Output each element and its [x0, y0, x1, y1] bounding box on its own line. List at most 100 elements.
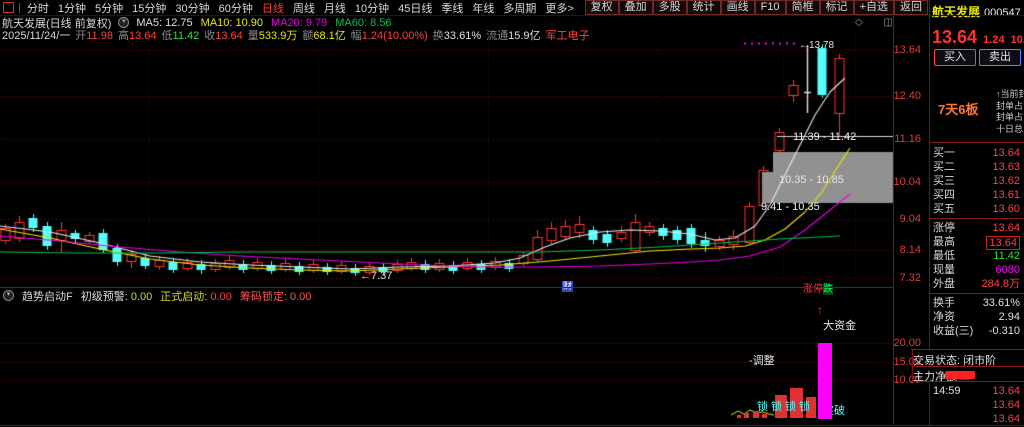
bid-label: 买三	[933, 175, 955, 187]
price-block: 13.64 1.24 10.	[932, 27, 1024, 48]
indicator-annotation: 锁	[757, 401, 768, 413]
stat-value: 6080	[995, 264, 1020, 276]
panel-divider	[911, 366, 1024, 367]
param-value: 0.00	[130, 290, 153, 303]
stat-row-收益(三): 收益(三) -0.310	[930, 324, 1024, 338]
trade-price: 13.64	[992, 399, 1020, 411]
stat-label: 净资	[933, 311, 955, 323]
last-price: 13.64	[932, 27, 978, 47]
stat-label: 外盘	[933, 278, 955, 290]
trade-price: 13.64	[992, 385, 1020, 397]
indicator-collapse-icon[interactable]: ▾	[3, 290, 14, 301]
stat-value: 2.94	[998, 311, 1020, 323]
stat-row-最低: 最低 11.42	[930, 249, 1024, 263]
buy-button[interactable]: 买入	[934, 49, 976, 66]
stat-label: 现量	[933, 264, 955, 276]
bid-label: 买四	[933, 189, 955, 201]
stat-value: 33.61%	[982, 297, 1020, 309]
indicator-bar	[818, 343, 832, 419]
bid-row[interactable]: 买一 13.64	[930, 146, 1024, 160]
bid-price: 13.63	[992, 161, 1020, 173]
param-label: 正式启动:	[160, 290, 211, 303]
price-axis-label: 7.32	[899, 272, 921, 284]
stat-row-最高: 最高 13.64	[930, 235, 1024, 250]
limit-event-char: 跌	[823, 284, 833, 295]
stat-label: 涨停	[933, 222, 955, 234]
panel-divider	[930, 218, 1024, 219]
bid-label: 买一	[933, 147, 955, 159]
trade-row: 14:59 13.64	[930, 384, 1024, 398]
indicator-bar	[753, 411, 759, 418]
bottom-border	[0, 425, 1024, 426]
bid-row[interactable]: 买四 13.61	[930, 188, 1024, 202]
indicator-header: ▾ 趋势启动F 初级预警: 0.00 正式启动: 0.00 筹码锁定: 0.00	[3, 288, 320, 304]
indicator-param: 筹码锁定: 0.00	[240, 291, 312, 303]
chart-annotation: 11.39 - 11.42	[793, 131, 857, 143]
menu-divider	[0, 15, 1024, 16]
indicator-bar	[762, 414, 767, 418]
limit-event-char: 涨	[803, 284, 813, 295]
bid-row[interactable]: 买三 13.62	[930, 174, 1024, 188]
price-change: 1.24	[983, 34, 1005, 46]
financial-report-badge[interactable]: 财	[562, 281, 574, 292]
trade-price: 13.64	[992, 413, 1020, 425]
price-change-pct: 10.	[1010, 34, 1024, 46]
seal-info-line: 十日总	[996, 123, 1024, 134]
indicator-annotation: -调整	[749, 355, 775, 367]
bid-price: 13.64	[992, 147, 1020, 159]
indicator-bar	[775, 395, 787, 418]
indicator-annotation: 锁	[785, 401, 796, 413]
param-value: 0.00	[210, 290, 232, 303]
indicator-bar	[790, 388, 803, 418]
stat-label: 最低	[933, 250, 955, 262]
indicator-axis-label: 20.00	[893, 337, 921, 349]
seal-info-line: 封单占	[996, 100, 1024, 111]
bid-price: 13.62	[992, 175, 1020, 187]
stat-row-外盘: 外盘 284.8万	[930, 277, 1024, 291]
indicator-bar	[744, 413, 749, 418]
sell-button[interactable]: 卖出	[979, 49, 1021, 66]
stat-row-现量: 现量 6080	[930, 263, 1024, 277]
bid-row[interactable]: 买五 13.60	[930, 202, 1024, 216]
stat-label: 最高	[933, 236, 955, 248]
flow-bar	[945, 371, 975, 379]
indicator-axis-label: 15.00	[893, 356, 921, 368]
stat-row-净资: 净资 2.94	[930, 310, 1024, 324]
indicator-annotation: 锁	[771, 401, 782, 413]
bid-price: 13.60	[992, 203, 1020, 215]
param-value: 0.00	[289, 290, 312, 303]
indicator-annotation: 锁	[799, 401, 810, 413]
price-axis-label: 13.64	[893, 44, 921, 56]
price-axis-label: 11.16	[894, 133, 921, 145]
stat-value: 13.64	[986, 236, 1020, 250]
stat-row-换手: 换手 33.61%	[930, 296, 1024, 310]
indicator-top-border	[0, 287, 893, 288]
stock-name: 航天发展 000547	[932, 5, 1021, 19]
panel-divider	[911, 349, 1024, 350]
indicator-params: 初级预警: 0.00 正式启动: 0.00 筹码锁定: 0.00	[81, 288, 320, 304]
stat-label: 换手	[933, 297, 955, 309]
stock-code: 000547	[984, 7, 1021, 19]
limit-event-marker[interactable]: 涨停跌	[803, 280, 833, 295]
chart-annotation: ←13.78	[799, 40, 835, 51]
trade-time: 14:59	[933, 385, 961, 397]
indicator-name[interactable]: 趋势启动F	[22, 290, 73, 303]
stat-value: 284.8万	[981, 278, 1020, 290]
seal-info-line: 封单占	[996, 112, 1024, 122]
bid-label: 买五	[933, 203, 955, 215]
bid-row[interactable]: 买二 13.63	[930, 160, 1024, 174]
indicator-param: 正式启动: 0.00	[160, 291, 232, 303]
panel-left-border-lower	[929, 381, 930, 425]
indicator-bar	[806, 397, 816, 418]
signal-arrow-icon: ↑	[817, 303, 823, 317]
chart-corner-icons[interactable]: ◇ ◫	[855, 17, 902, 28]
bid-price: 13.61	[992, 189, 1020, 201]
seal-order-info: ↑当前封 封单占 封单占 十日总	[996, 89, 1024, 135]
chart-annotation: ←7.37	[360, 270, 393, 282]
limit-event-char: 停	[813, 284, 823, 295]
bid-label: 买二	[933, 161, 955, 173]
param-label: 筹码锁定:	[239, 290, 290, 303]
